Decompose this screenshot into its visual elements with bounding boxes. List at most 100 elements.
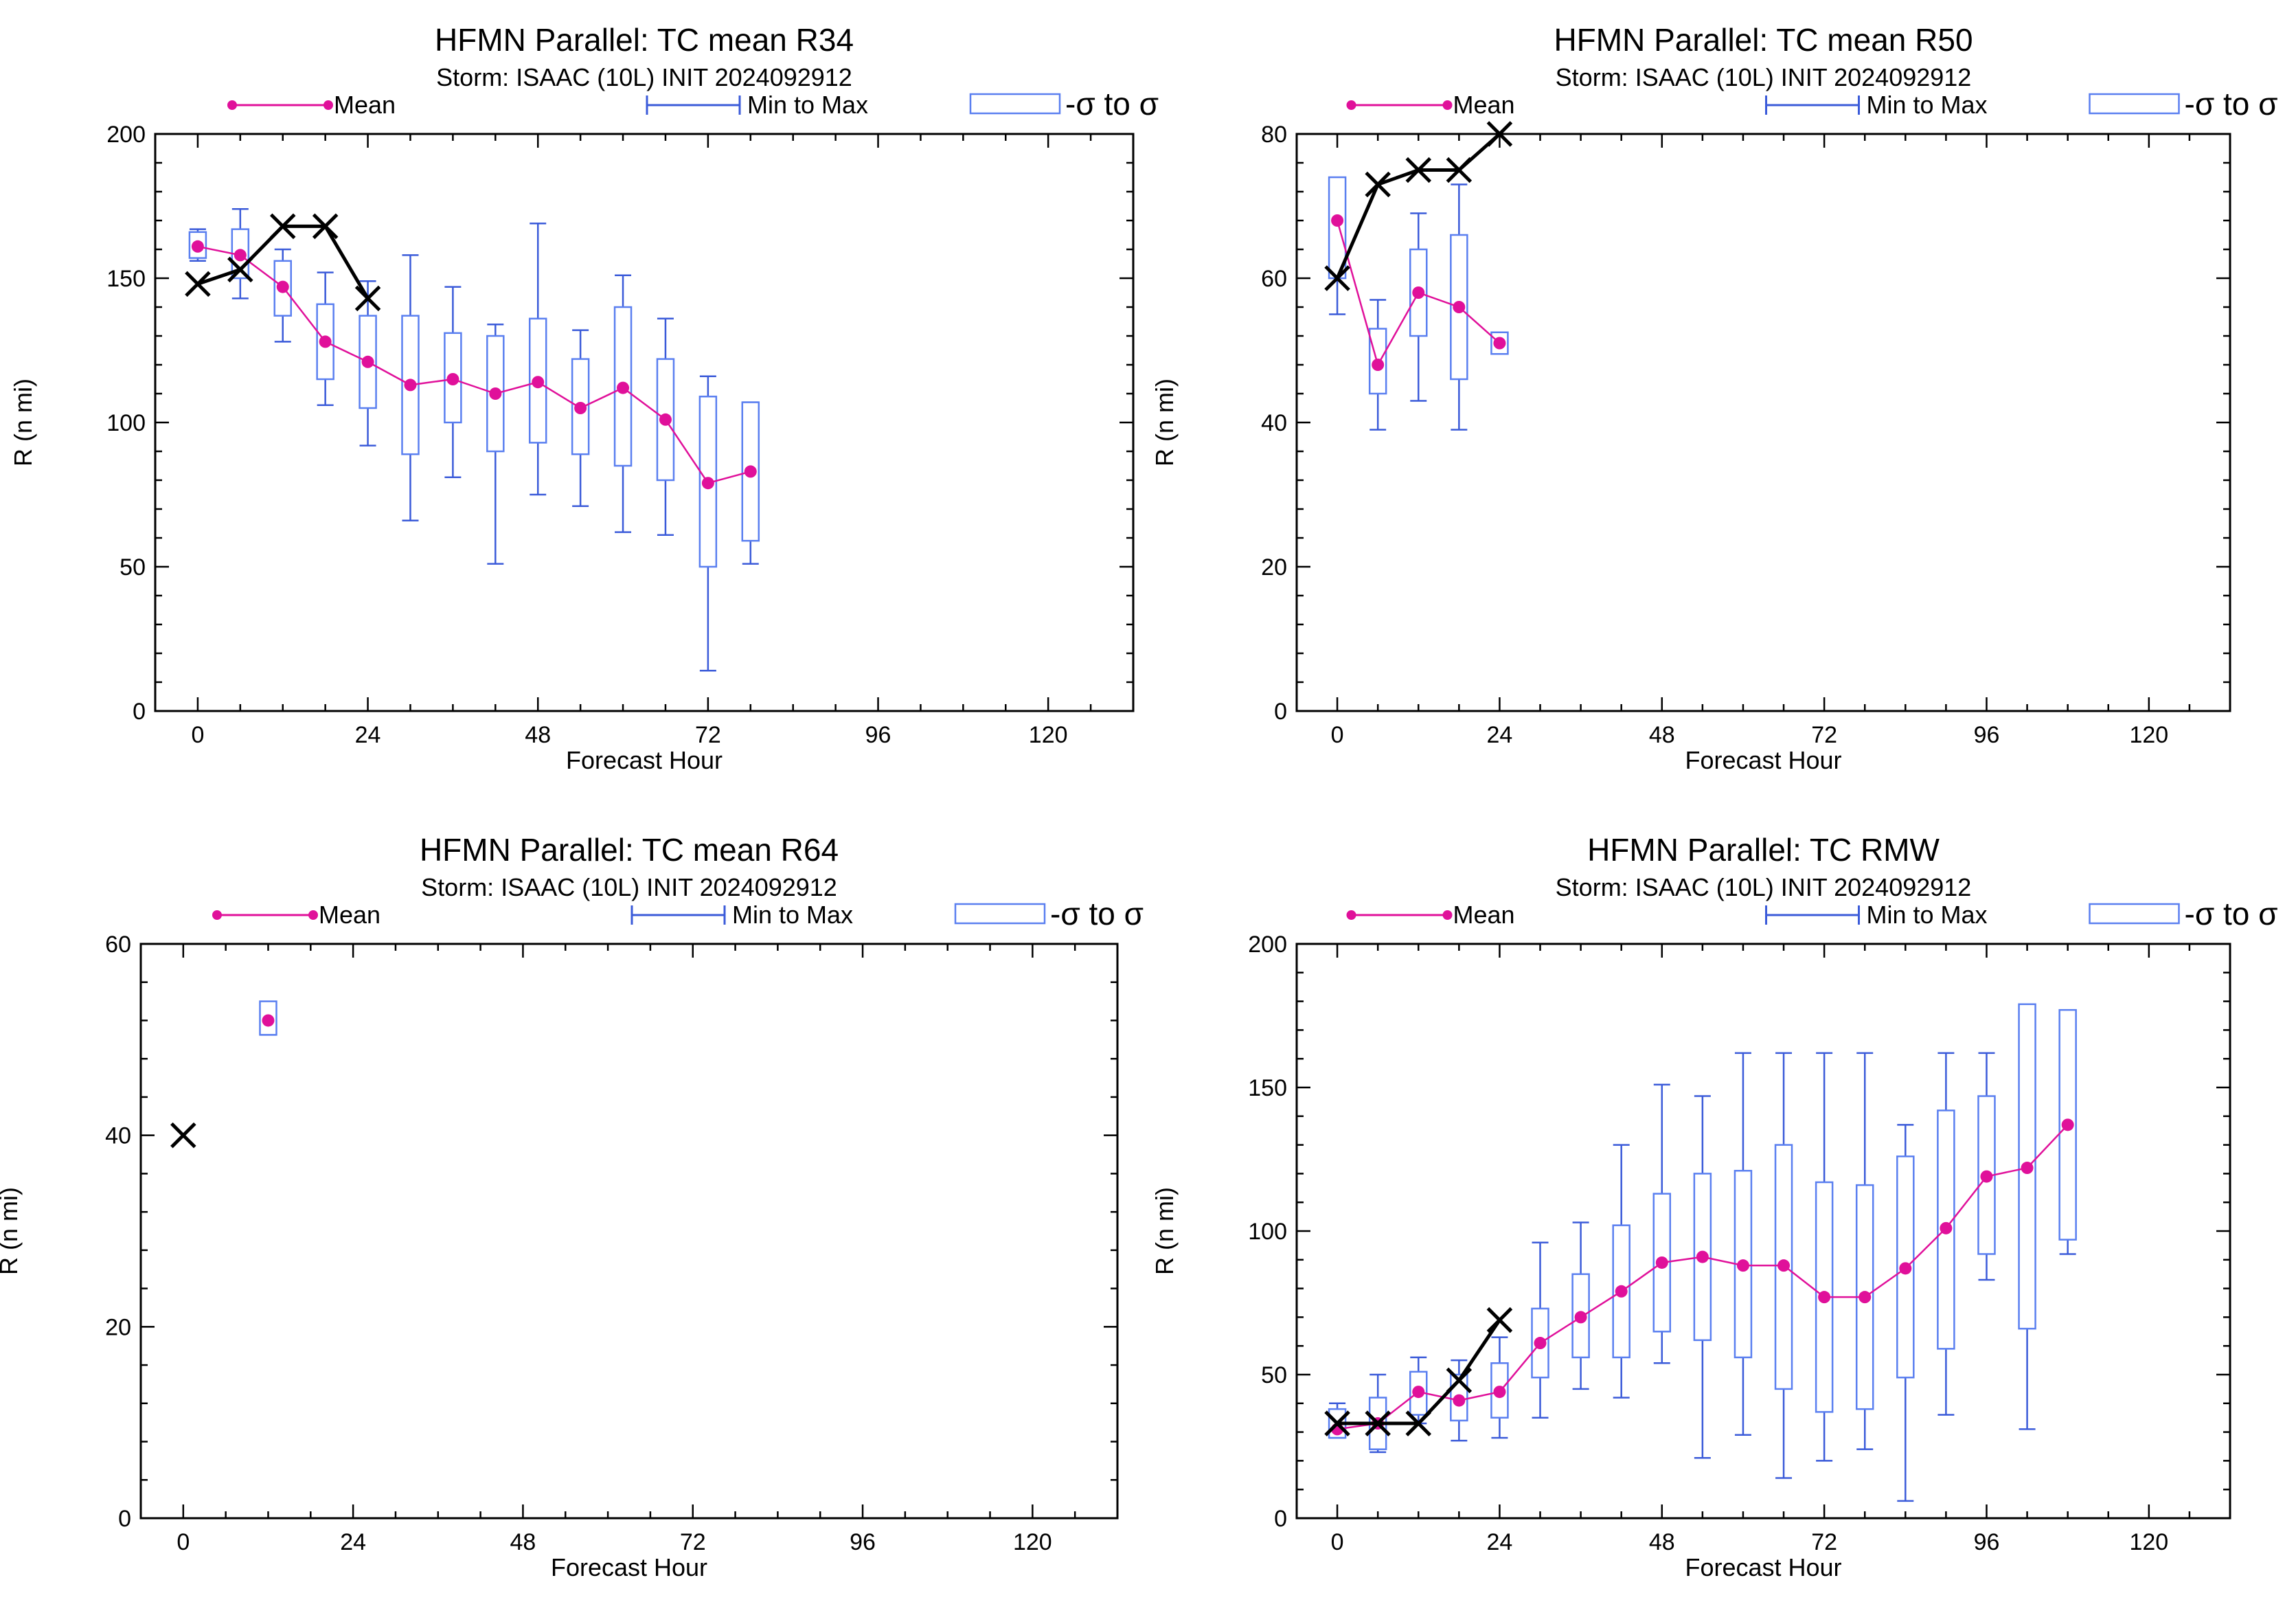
legend-mean-label: Mean	[1453, 91, 1515, 119]
chart-title: HFMN Parallel: TC RMW	[1587, 832, 1940, 868]
y-tick-label: 150	[1248, 1075, 1287, 1101]
x-tick-label: 0	[191, 722, 204, 748]
x-tick-label: 72	[1811, 722, 1837, 748]
mean-point	[744, 465, 757, 478]
chart-panel-4: HFMN Parallel: TC RMW Storm: ISAAC (10L) …	[1150, 832, 2278, 1581]
observed-x-stroke	[1324, 1410, 1350, 1436]
observed-point	[1446, 1367, 1473, 1394]
observed-point	[269, 213, 296, 240]
y-tick-label: 60	[105, 932, 131, 958]
legend-range-label: Min to Max	[1867, 91, 1988, 119]
y-axis-label: R (n mi)	[1150, 379, 1179, 466]
observed-x-stroke	[1486, 121, 1513, 147]
chart-panel-2: HFMN Parallel: TC mean R50 Storm: ISAAC (…	[1150, 22, 2278, 774]
observed-x-stroke	[1405, 157, 1432, 183]
x-tick-label: 120	[1013, 1529, 1052, 1555]
mean-point	[489, 387, 502, 400]
observed-point	[170, 1122, 196, 1149]
mean-point	[617, 381, 630, 394]
y-axis-label: R (n mi)	[0, 1187, 23, 1275]
mean-point	[701, 477, 714, 490]
legend-mean-label: Mean	[319, 901, 380, 929]
mean-point	[1899, 1262, 1912, 1275]
x-tick-label: 24	[355, 722, 381, 748]
legend-range-label: Min to Max	[732, 901, 853, 929]
box-f48	[528, 222, 547, 496]
legend-sigma-box	[2089, 903, 2180, 925]
observed-point	[185, 271, 211, 297]
observed-x-stroke	[185, 271, 211, 297]
mean-point	[1331, 214, 1344, 227]
mean-point	[1696, 1250, 1709, 1263]
legend-mean-marker	[323, 100, 333, 110]
x-tick-label: 24	[340, 1529, 366, 1555]
observed-x-stroke	[269, 213, 296, 240]
observed-x-stroke	[1486, 1307, 1513, 1333]
y-tick-label: 0	[118, 1506, 131, 1532]
observed-x-stroke	[1324, 265, 1350, 291]
legend-sigma-label: -σ to σ	[1050, 896, 1144, 932]
mean-point	[234, 249, 247, 262]
mean-point	[1940, 1221, 1953, 1234]
mean-point	[1574, 1311, 1587, 1324]
mean-point	[1453, 301, 1466, 313]
box-f0	[1328, 1402, 1347, 1439]
chart-subtitle: Storm: ISAAC (10L) INIT 2024092912	[1556, 63, 1972, 91]
y-tick-label: 100	[1248, 1219, 1287, 1245]
y-tick-label: 50	[120, 554, 146, 580]
x-tick-label: 120	[1029, 722, 1068, 748]
box-f48	[1652, 1083, 1672, 1364]
x-tick-label: 48	[525, 722, 551, 748]
legend-sigma-box	[954, 903, 1046, 925]
mean-point	[319, 335, 332, 348]
observed-point	[1405, 157, 1432, 183]
box-f42	[1612, 1144, 1630, 1399]
x-tick-label: 96	[1974, 1529, 2000, 1555]
mean-point	[1412, 286, 1425, 299]
chart-title: HFMN Parallel: TC mean R50	[1554, 22, 1973, 58]
chart-subtitle: Storm: ISAAC (10L) INIT 2024092912	[421, 873, 837, 901]
y-tick-label: 50	[1261, 1362, 1287, 1388]
box-f78	[741, 401, 760, 565]
plot-frame	[1295, 133, 2231, 712]
x-tick-label: 96	[1974, 722, 2000, 748]
x-tick-label: 96	[865, 722, 891, 748]
y-tick-label: 200	[1248, 932, 1287, 958]
legend-mean-marker	[1442, 100, 1453, 110]
box-f72	[1815, 1052, 1834, 1462]
x-tick-label: 72	[695, 722, 721, 748]
mean-point	[1412, 1386, 1425, 1399]
mean-point	[1818, 1291, 1831, 1304]
mean-point	[1655, 1256, 1668, 1269]
x-tick-label: 0	[177, 1529, 190, 1555]
mean-point	[276, 280, 289, 293]
plot-frame	[139, 943, 1119, 1520]
x-tick-label: 24	[1487, 1529, 1513, 1555]
mean-point	[1453, 1394, 1466, 1407]
y-tick-label: 0	[133, 699, 146, 725]
mean-point	[2061, 1118, 2074, 1131]
observed-point	[227, 256, 253, 283]
mean-point	[1493, 1386, 1506, 1399]
x-tick-label: 96	[850, 1529, 876, 1555]
legend-mean-marker	[212, 910, 222, 920]
box-f54	[571, 329, 590, 508]
box-f6	[1368, 299, 1387, 431]
mean-point	[1980, 1170, 1993, 1183]
observed-point	[1446, 157, 1473, 183]
y-tick-label: 100	[106, 410, 146, 436]
mean-point	[191, 240, 204, 253]
legend: Mean Min to Max -σ to σ	[1346, 896, 2278, 932]
x-tick-label: 48	[510, 1529, 536, 1555]
chart-panel-3: HFMN Parallel: TC mean R64 Storm: ISAAC (…	[0, 832, 1144, 1581]
legend-mean-label: Mean	[334, 91, 396, 119]
mean-point	[404, 379, 417, 392]
legend-mean-marker	[308, 910, 318, 920]
box-f30	[1531, 1241, 1549, 1419]
legend: Mean Min to Max -σ to σ	[1346, 86, 2278, 122]
box-f0	[188, 228, 207, 262]
legend-mean-label: Mean	[1453, 901, 1515, 929]
mean-point	[574, 402, 587, 414]
observed-point	[1486, 121, 1513, 147]
